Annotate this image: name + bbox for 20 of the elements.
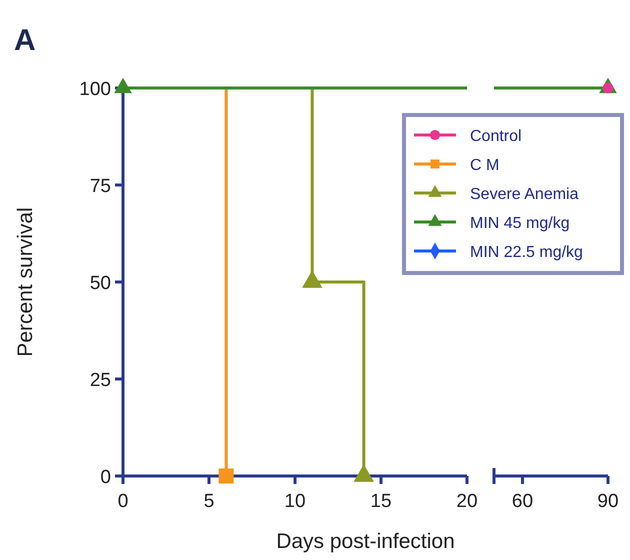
x-tick-label: 0 <box>118 491 128 512</box>
x-tick-label: 5 <box>204 491 214 512</box>
x-tick-label: 20 <box>456 491 478 512</box>
legend-label: MIN 22.5 mg/kg <box>470 244 583 261</box>
y-axis-title: Percent survival <box>14 207 37 357</box>
x-axis-title: Days post-infection <box>276 530 455 553</box>
y-tick-label: 0 <box>100 467 111 488</box>
legend-label: Control <box>470 128 522 145</box>
legend-label: C M <box>470 157 500 174</box>
y-tick-label: 50 <box>90 273 111 294</box>
legend-label: MIN 45 mg/kg <box>470 215 570 232</box>
x-tick-label: 90 <box>597 491 619 512</box>
y-tick-label: 25 <box>90 370 111 391</box>
y-tick-label: 75 <box>90 176 111 197</box>
y-tick-label: 100 <box>79 79 111 100</box>
x-tick-label: 15 <box>370 491 392 512</box>
x-tick-label: 60 <box>512 491 534 512</box>
chart-title: A <box>14 24 36 57</box>
legend-label: Severe Anemia <box>470 186 579 203</box>
x-tick-label: 10 <box>284 491 306 512</box>
